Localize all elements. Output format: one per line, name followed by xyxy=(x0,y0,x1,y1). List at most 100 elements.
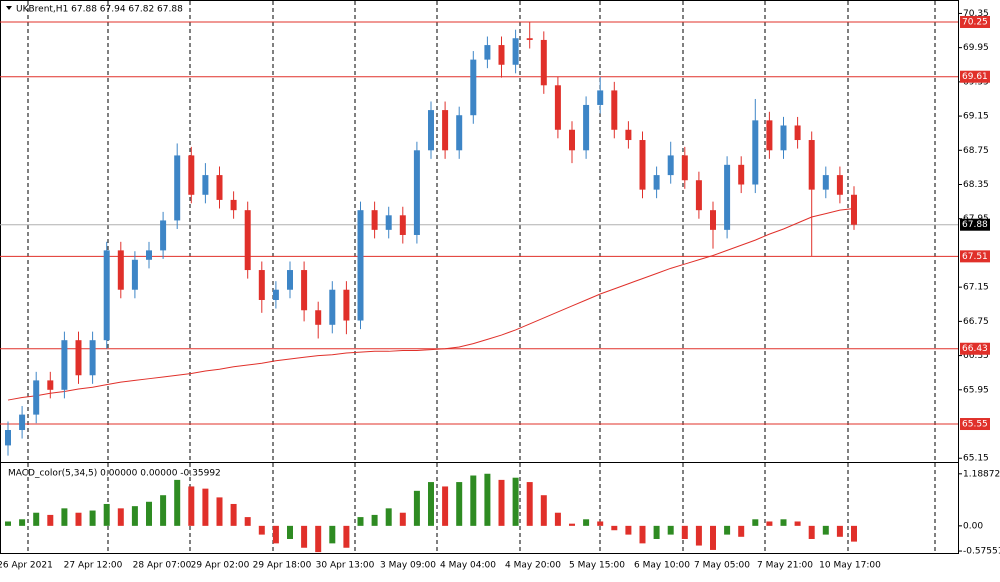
macd-bar xyxy=(117,508,124,526)
macd-bar xyxy=(611,525,618,531)
macd-tick-label: 0.00 xyxy=(963,521,983,531)
macd-bar xyxy=(103,503,110,526)
macd-bar xyxy=(724,525,731,535)
x-tick-label: 5 May 15:00 xyxy=(569,561,625,571)
macd-bar xyxy=(794,521,801,526)
x-tick-label: 29 Apr 18:00 xyxy=(253,561,312,571)
macd-bar xyxy=(371,514,378,526)
candle-body xyxy=(540,39,547,86)
candle-body xyxy=(738,164,745,185)
candle-body xyxy=(19,414,26,431)
macd-bar xyxy=(33,512,40,526)
macd-tick-label: -0.57551 xyxy=(963,547,1000,557)
candle-body xyxy=(272,289,279,300)
y-tick-label: 70.35 xyxy=(963,9,989,19)
candle-body xyxy=(301,270,308,311)
macd-bar xyxy=(244,517,251,526)
price-tag xyxy=(960,218,990,231)
candle-body xyxy=(202,175,209,195)
macd-bar xyxy=(131,506,138,526)
x-tick-label: 29 Apr 02:00 xyxy=(191,561,250,571)
macd-bar xyxy=(484,473,491,526)
candle-body xyxy=(484,45,491,60)
macd-bar xyxy=(315,525,322,553)
macd-bar xyxy=(836,525,843,537)
y-tick-label: 69.15 xyxy=(963,112,989,122)
macd-bar xyxy=(413,490,420,526)
candle-body xyxy=(625,129,632,141)
macd-bar xyxy=(258,525,265,535)
candle-body xyxy=(371,210,378,230)
macd-bar xyxy=(583,519,590,526)
macd-bar xyxy=(5,521,11,526)
candle-body xyxy=(5,430,11,446)
macd-bar xyxy=(752,519,759,526)
macd-bar xyxy=(399,512,406,526)
candle-body xyxy=(653,175,660,190)
candle-body xyxy=(512,38,519,65)
menu-arrow[interactable] xyxy=(6,6,12,10)
macd-bar xyxy=(428,482,434,526)
x-tick-label: 30 Apr 13:00 xyxy=(316,561,375,571)
macd-bar xyxy=(695,525,702,546)
y-tick-label: 67.15 xyxy=(963,283,989,293)
macd-bar xyxy=(653,525,660,539)
x-tick-label: 3 May 09:00 xyxy=(380,561,436,571)
price-tag xyxy=(960,15,990,28)
candle-body xyxy=(724,164,731,230)
macd-bar xyxy=(498,479,505,526)
macd-bar xyxy=(639,525,646,544)
macd-bar xyxy=(47,514,54,526)
candle-body xyxy=(47,380,54,390)
candle-body xyxy=(498,45,505,65)
candle-body xyxy=(230,199,237,211)
macd-bar xyxy=(385,508,392,526)
macd-bar xyxy=(202,488,209,526)
price-tag xyxy=(960,70,990,83)
macd-bar xyxy=(61,508,68,526)
macd-bar xyxy=(710,525,716,550)
candle-body xyxy=(583,104,590,151)
price-tag-label: 67.51 xyxy=(962,252,988,262)
macd-bar xyxy=(160,495,167,526)
macd-bar xyxy=(75,512,82,526)
candle-body xyxy=(639,140,646,190)
candle-body xyxy=(399,215,406,235)
macd-bar xyxy=(188,486,195,526)
candle-body xyxy=(357,210,364,321)
macd-bar xyxy=(780,519,787,526)
candle-body xyxy=(174,155,181,221)
candle-body xyxy=(131,259,138,290)
macd-bar xyxy=(19,519,26,526)
candle-body xyxy=(836,175,843,195)
candle-body xyxy=(442,110,449,151)
candle-body xyxy=(188,155,195,195)
candle-body xyxy=(146,250,152,260)
candle-body xyxy=(851,194,857,225)
moving-average xyxy=(7,207,855,401)
price-tag-label: 67.88 xyxy=(962,220,988,230)
candle-body xyxy=(752,120,759,185)
price-tag-label: 66.43 xyxy=(962,344,988,354)
macd-bar xyxy=(540,495,547,526)
macd-tick-label: 1.18872 xyxy=(963,469,1000,479)
x-tick-label: 27 Apr 12:00 xyxy=(64,561,123,571)
macd-bar xyxy=(442,486,449,526)
price-tag xyxy=(960,418,990,431)
candle-body xyxy=(216,175,223,200)
y-tick-label: 65.95 xyxy=(963,385,989,395)
candle-body xyxy=(597,90,604,105)
macd-bar xyxy=(301,525,308,548)
candle-body xyxy=(794,125,801,141)
candle-body xyxy=(33,380,40,415)
x-tick-label: 7 May 21:00 xyxy=(757,561,813,571)
y-tick-label: 65.15 xyxy=(963,454,989,464)
candle-body xyxy=(343,289,350,321)
macd-title: MACD_color(5,34,5) 0.00000 0.00000 -0.35… xyxy=(8,469,221,479)
macd-bar xyxy=(554,512,561,526)
macd-bar xyxy=(597,521,604,526)
candle-body xyxy=(329,289,336,325)
candle-body xyxy=(315,310,322,325)
